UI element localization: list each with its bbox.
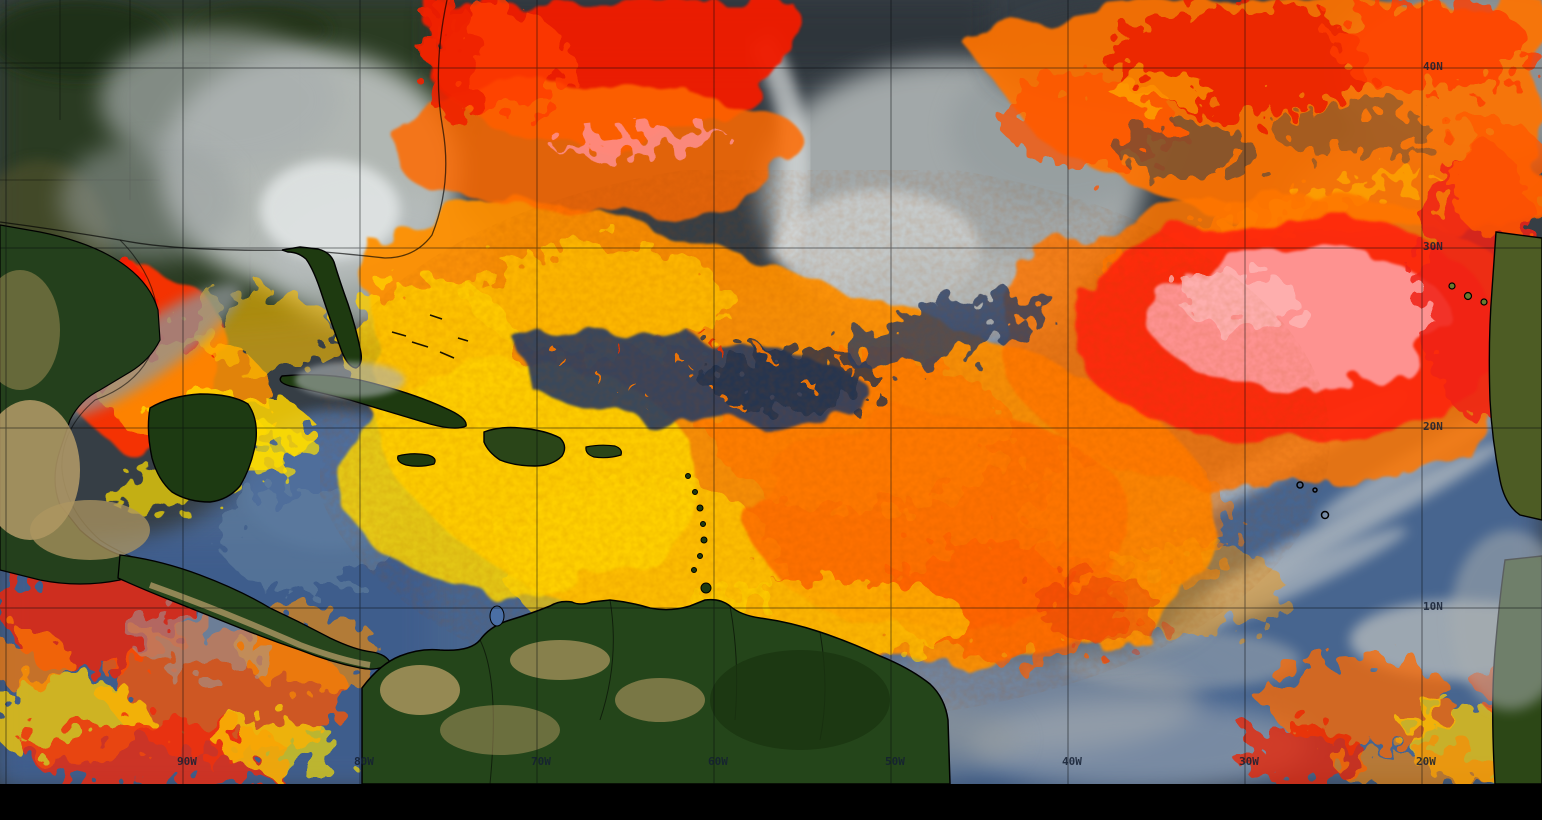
lake-maracaibo bbox=[489, 605, 505, 627]
land-layer bbox=[0, 0, 1542, 784]
lon-label-30w: 30W bbox=[1239, 755, 1259, 768]
land-jamaica bbox=[397, 453, 436, 467]
cape-verde-islands bbox=[1296, 481, 1330, 520]
lon-label-80w: 80W bbox=[354, 755, 374, 768]
lat-label-20n: 20N bbox=[1423, 420, 1443, 433]
bahamas-outlines bbox=[391, 314, 469, 359]
canary-islands bbox=[1448, 282, 1488, 306]
lon-label-90w: 90W bbox=[177, 755, 197, 768]
land-puerto-rico bbox=[585, 444, 622, 459]
latlon-gridlines bbox=[0, 0, 1542, 784]
satellite-imagery: 90W 80W 70W 60W 50W 40W 30W 20W 40N 30N … bbox=[0, 0, 1542, 784]
land-africa-north bbox=[1488, 231, 1542, 521]
lon-label-50w: 50W bbox=[885, 755, 905, 768]
lesser-antilles bbox=[685, 473, 712, 594]
satellite-composite bbox=[0, 0, 1542, 784]
lat-label-40n: 40N bbox=[1423, 60, 1443, 73]
country-border-lines bbox=[479, 599, 826, 784]
legend-bar: 4 LESS <----- DRY AIR (LOW/MID-LEVEL) AN… bbox=[0, 784, 1542, 820]
land-yucatan bbox=[147, 393, 258, 503]
lon-label-40w: 40W bbox=[1062, 755, 1082, 768]
lon-label-70w: 70W bbox=[531, 755, 551, 768]
lat-label-10n: 10N bbox=[1423, 600, 1443, 613]
lon-label-60w: 60W bbox=[708, 755, 728, 768]
lon-label-20w: 20W bbox=[1416, 755, 1436, 768]
lat-label-30n: 30N bbox=[1423, 240, 1443, 253]
